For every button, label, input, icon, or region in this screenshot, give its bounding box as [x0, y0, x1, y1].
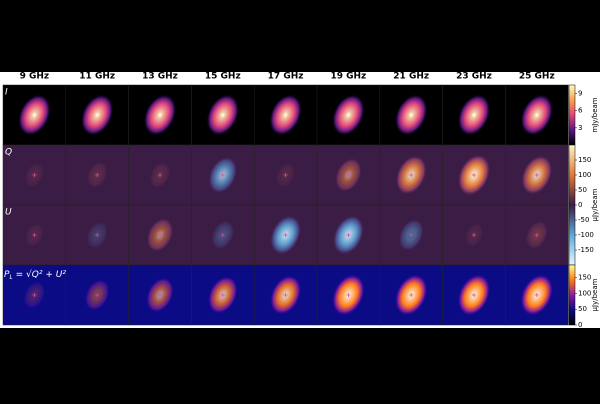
colorbar-unit: μJy/beam	[591, 278, 599, 311]
beam-center-marker	[534, 293, 539, 297]
colorbar	[568, 264, 576, 326]
beam-center-marker	[409, 293, 414, 297]
beam-center-marker	[158, 113, 162, 117]
colorbar-tick-label: 0	[578, 201, 582, 209]
colorbar	[568, 144, 576, 266]
column-header: 21 GHz	[393, 72, 429, 82]
colorbar-tick-label: 3	[578, 124, 582, 132]
colorbar-tick-label: 0	[578, 321, 582, 329]
beam-center-marker	[283, 173, 288, 177]
beam-center-marker	[409, 173, 414, 177]
colorbar	[568, 84, 576, 146]
row-label: I	[5, 88, 8, 98]
row-label-part: L	[9, 274, 12, 281]
beam-center-marker	[158, 233, 162, 237]
colorbar-tick-label: -100	[578, 231, 594, 239]
column-header: 23 GHz	[456, 72, 492, 82]
colorbar-tick-label: 9	[578, 90, 582, 98]
beam-center-marker	[220, 113, 225, 117]
column-header: 11 GHz	[79, 72, 115, 82]
beam-center-marker	[32, 113, 37, 117]
colorbar-tick-label: 50	[578, 305, 587, 313]
colorbar-tick-label: 150	[578, 274, 591, 282]
row-label: U	[5, 208, 12, 218]
beam-center-marker	[346, 233, 351, 237]
beam-center-marker	[346, 113, 351, 117]
beam-center-marker	[158, 293, 162, 297]
column-header: 15 GHz	[205, 72, 241, 82]
row-label: Q	[5, 148, 12, 158]
column-header: 19 GHz	[330, 72, 366, 82]
beam-center-marker	[283, 113, 288, 117]
beam-center-marker	[472, 233, 476, 237]
beam-center-marker	[534, 113, 539, 117]
beam-center-marker	[95, 293, 100, 297]
row-label-part: P	[4, 270, 10, 280]
colorbar-tick-label: 100	[578, 289, 591, 297]
map-background	[128, 144, 192, 206]
colorbar-tick-label: -50	[578, 216, 589, 224]
colorbar-unit: mJy/beam	[591, 97, 599, 132]
beam-center-marker	[32, 293, 37, 297]
beam-center-marker	[95, 173, 100, 177]
colorbar-tick-label: 6	[578, 107, 583, 115]
beam-center-marker	[409, 113, 414, 117]
beam-center-marker	[534, 233, 539, 237]
beam-center-marker	[32, 173, 37, 177]
beam-center-marker	[220, 233, 225, 237]
colorbar-tick-label: 50	[578, 186, 587, 194]
beam-center-marker	[472, 113, 476, 117]
beam-center-marker	[472, 173, 476, 177]
column-header: 13 GHz	[142, 72, 178, 82]
row-label-part: = √Q² + U²	[13, 269, 67, 280]
beam-center-marker	[472, 293, 476, 297]
beam-center-marker	[346, 173, 351, 177]
beam-center-marker	[220, 173, 225, 177]
column-header: 9 GHz	[20, 72, 50, 82]
beam-center-marker	[283, 293, 288, 297]
colorbar-tick-label: -150	[578, 246, 594, 254]
colorbar-tick-label: 150	[578, 156, 591, 164]
beam-center-marker	[409, 233, 414, 237]
beam-center-marker	[95, 113, 100, 117]
beam-center-marker	[158, 173, 162, 177]
beam-center-marker	[32, 233, 37, 237]
beam-center-marker	[534, 173, 539, 177]
column-header: 17 GHz	[268, 72, 304, 82]
beam-center-marker	[283, 233, 288, 237]
beam-center-marker	[95, 233, 100, 237]
beam-center-marker	[346, 293, 351, 297]
colorbar-tick-label: 100	[578, 171, 591, 179]
colorbar-unit: μJy/beam	[591, 188, 599, 221]
column-header: 25 GHz	[519, 72, 555, 82]
beam-center-marker	[220, 293, 225, 297]
row-label: PL = √Q² + U²	[4, 269, 66, 281]
